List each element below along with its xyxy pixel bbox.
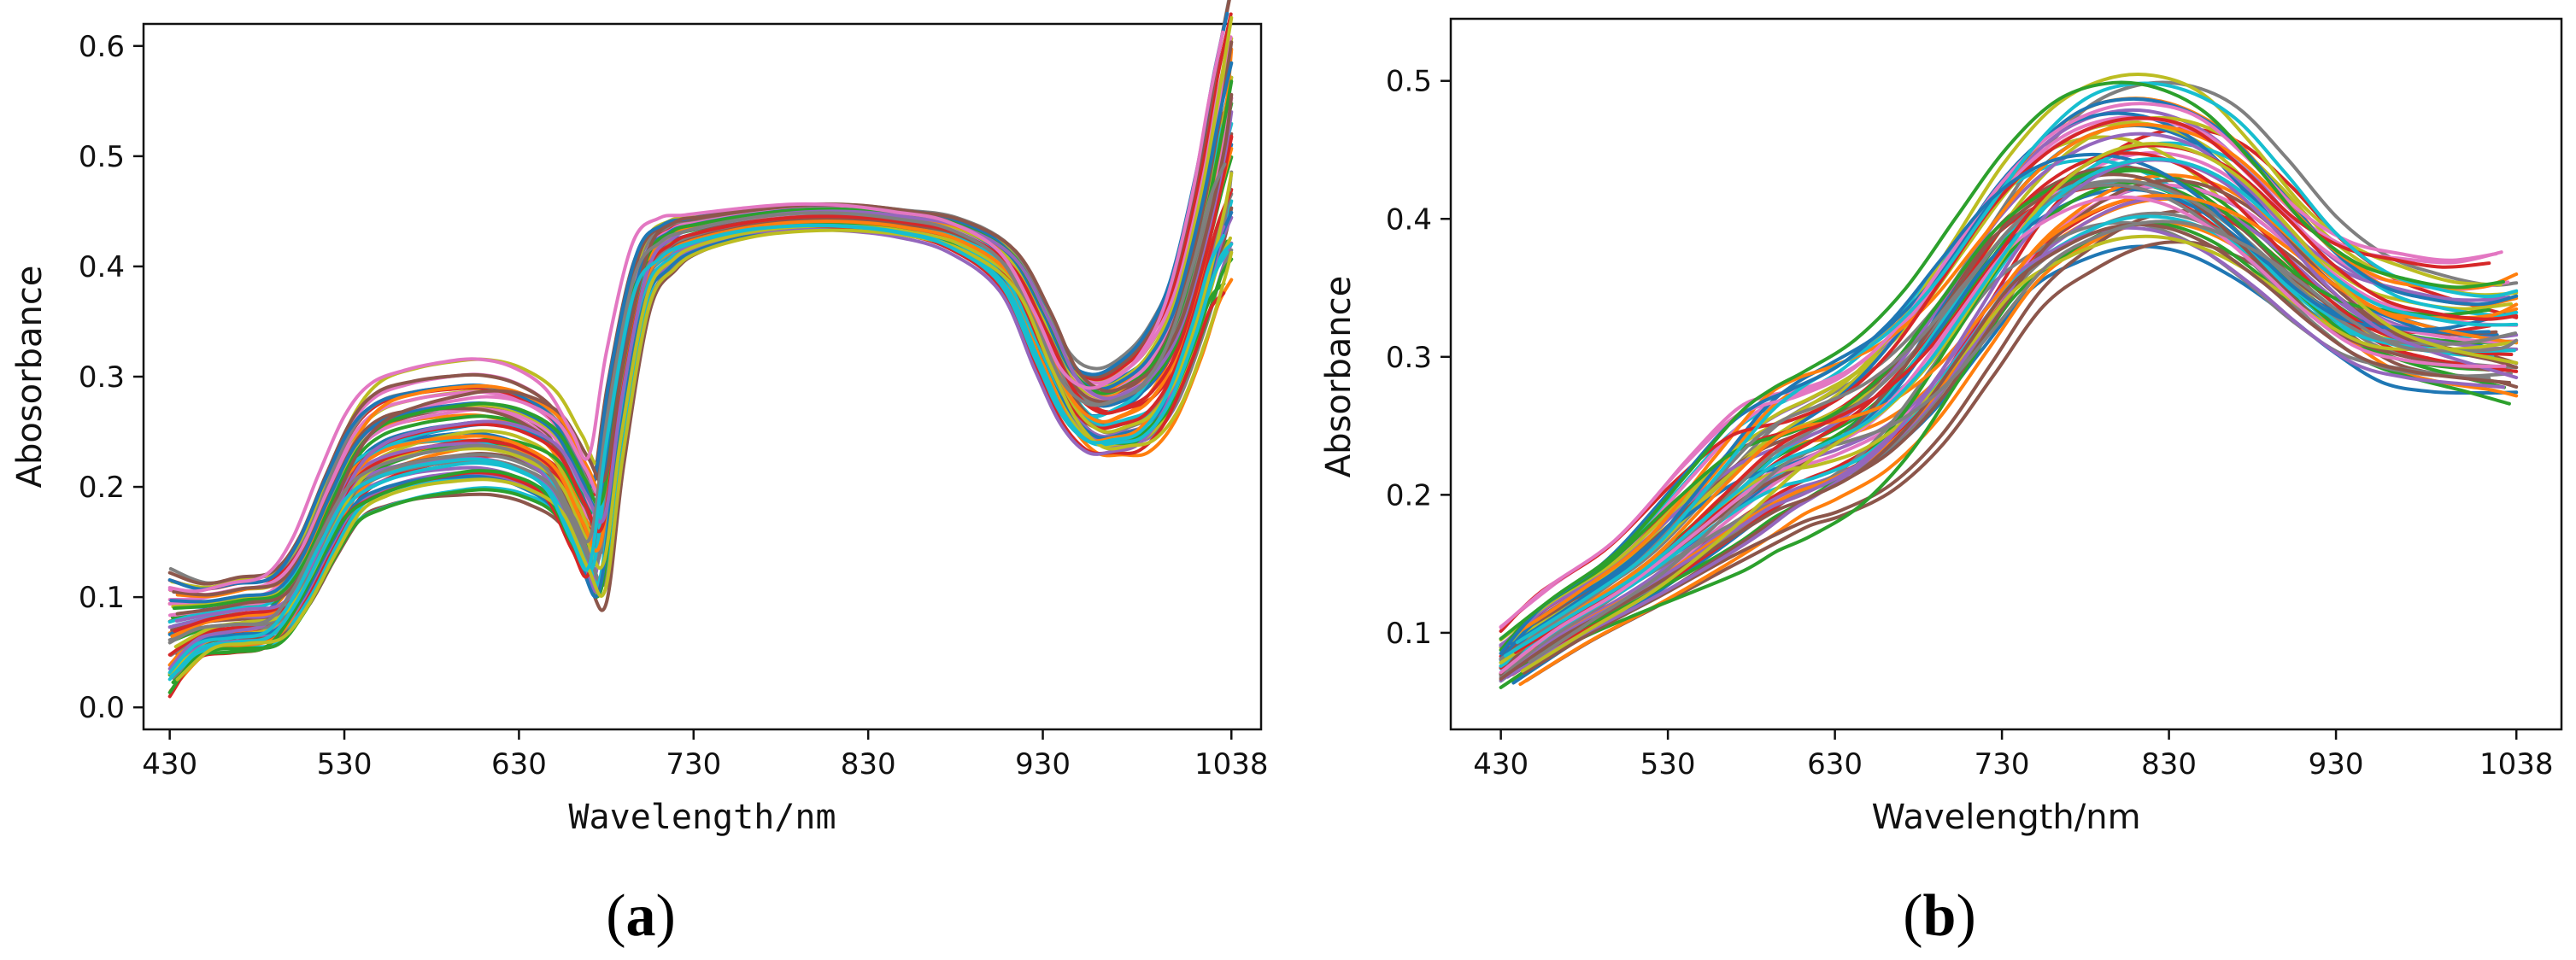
panel-b-series-group [1499,73,2519,689]
panel-b-y-tick-label-2: 0.3 [1386,341,1432,375]
panel-b-series-line-55 [1505,158,2519,679]
panel-b-series-line-53 [1499,80,2505,641]
panel-a-y-tick-label-5: 0.5 [79,140,125,174]
panel-b-x-tick-label-1038: 1038 [2479,747,2554,781]
panel-b-series-line-51 [1499,152,2491,655]
panel-a-series-line-15 [167,216,1230,667]
panel-b-x-tick-label-630: 630 [1807,747,1863,781]
panel-a-chart: 430 530 630 730 830 930 1038 0.0 0.1 0.2 0.3 0.4 0.5… [10,0,1269,949]
panel-a-y-tick-label-3: 0.3 [79,360,125,395]
panel-a-y-tick-label-2: 0.2 [79,471,125,505]
panel-a-y-tick-label-0: 0.0 [79,691,125,725]
panel-a-series-line-55 [174,110,1234,623]
panel-b-series-line-50 [1515,81,2519,645]
panel-b-series-line-25 [1510,196,2519,668]
panel-b-x-tick-label-430: 430 [1473,747,1529,781]
panel-b-series-line-16 [1522,208,2519,673]
panel-b-axes: 430 530 630 730 830 930 1038 0.1 0.2 0.3 0.4 0.5 [1386,65,2554,781]
panel-a-x-tick-label-830: 830 [841,747,896,781]
panel-b-series-line-52 [1519,193,2519,650]
panel-a-series-line-56 [175,92,1234,616]
panel-b-series-line-60 [1503,157,2519,658]
panel-a-series-line-43 [167,220,1226,694]
panel-b-label: (b) [1903,883,1976,949]
panel-a-x-axis-label: Wavelength/nm [568,798,836,837]
panel-b-y-tick-label-0: 0.1 [1386,617,1432,651]
panel-b-y-tick-label-1: 0.2 [1386,478,1432,512]
panel-a-series-line-58 [167,162,1227,645]
panel-a-series-line-41 [167,11,1229,591]
panel-a-x-tick-label-1038: 1038 [1194,747,1269,781]
panel-a-series-line-57 [167,30,1225,594]
panel-a-axes: 430 530 630 730 830 930 1038 0.0 0.1 0.2 0.3 0.4 0.5… [79,30,1269,781]
panel-b-series-line-1 [1511,244,2519,685]
panel-b-series-line-42 [1511,122,2519,638]
panel-a-series-line-23 [171,224,1234,684]
panel-a-x-tick-label-430: 430 [142,747,197,781]
panel-b-y-axis-label: Absorbance [1319,276,1358,477]
panel-b-series-line-43 [1499,167,2491,652]
panel-a-series-line-22 [168,222,1234,693]
panel-a-series-line-10 [174,199,1234,660]
panel-a-series-line-8 [172,225,1234,681]
panel-a-series-line-34 [167,224,1226,699]
panel-b-series-line-57 [1499,195,2507,675]
panel-b-x-tick-label-930: 930 [2309,747,2364,781]
panel-a-series-line-59 [175,228,1234,682]
panel-a-y-tick-label-1: 0.1 [79,581,125,615]
panel-b-series-line-58 [1528,220,2519,664]
panel-b-letter: b [1923,883,1957,949]
panel-a-x-tick-label-530: 530 [317,747,373,781]
panel-a-label: (a) [606,883,676,949]
panel-b-x-tick-label-530: 530 [1640,747,1696,781]
panel-a-series-line-60 [167,224,1226,675]
panel-a-letter: a [626,883,656,949]
panel-a-y-tick-label-4: 0.4 [79,250,125,284]
panel-a-series-line-32 [167,215,1225,667]
panel-b-x-tick-label-830: 830 [2141,747,2197,781]
panel-a-series-group [167,0,1234,699]
panel-b-chart: 430 530 630 730 830 930 1038 0.1 0.2 0.3 0.4 0.5 Wa… [1319,17,2563,949]
panel-a-y-tick-label-6: 0.6 [79,30,125,64]
panel-b-x-axis-label: Wavelength/nm [1871,798,2140,837]
panel-a-x-tick-label-930: 930 [1015,747,1071,781]
panel-b-plot-frame [1449,17,2563,731]
panel-a-y-axis-label: Abosorbance [10,266,50,489]
panel-a-x-tick-label-630: 630 [491,747,547,781]
panel-b-series-line-54 [1513,143,2519,654]
panel-b-x-tick-label-730: 730 [1975,747,2030,781]
panel-a-series-line-5 [173,226,1234,677]
panel-a-x-tick-label-730: 730 [666,747,721,781]
panel-b-y-tick-label-3: 0.4 [1386,202,1432,237]
panel-b-y-tick-label-4: 0.5 [1386,65,1432,99]
panel-b-series-line-19 [1499,120,2513,650]
